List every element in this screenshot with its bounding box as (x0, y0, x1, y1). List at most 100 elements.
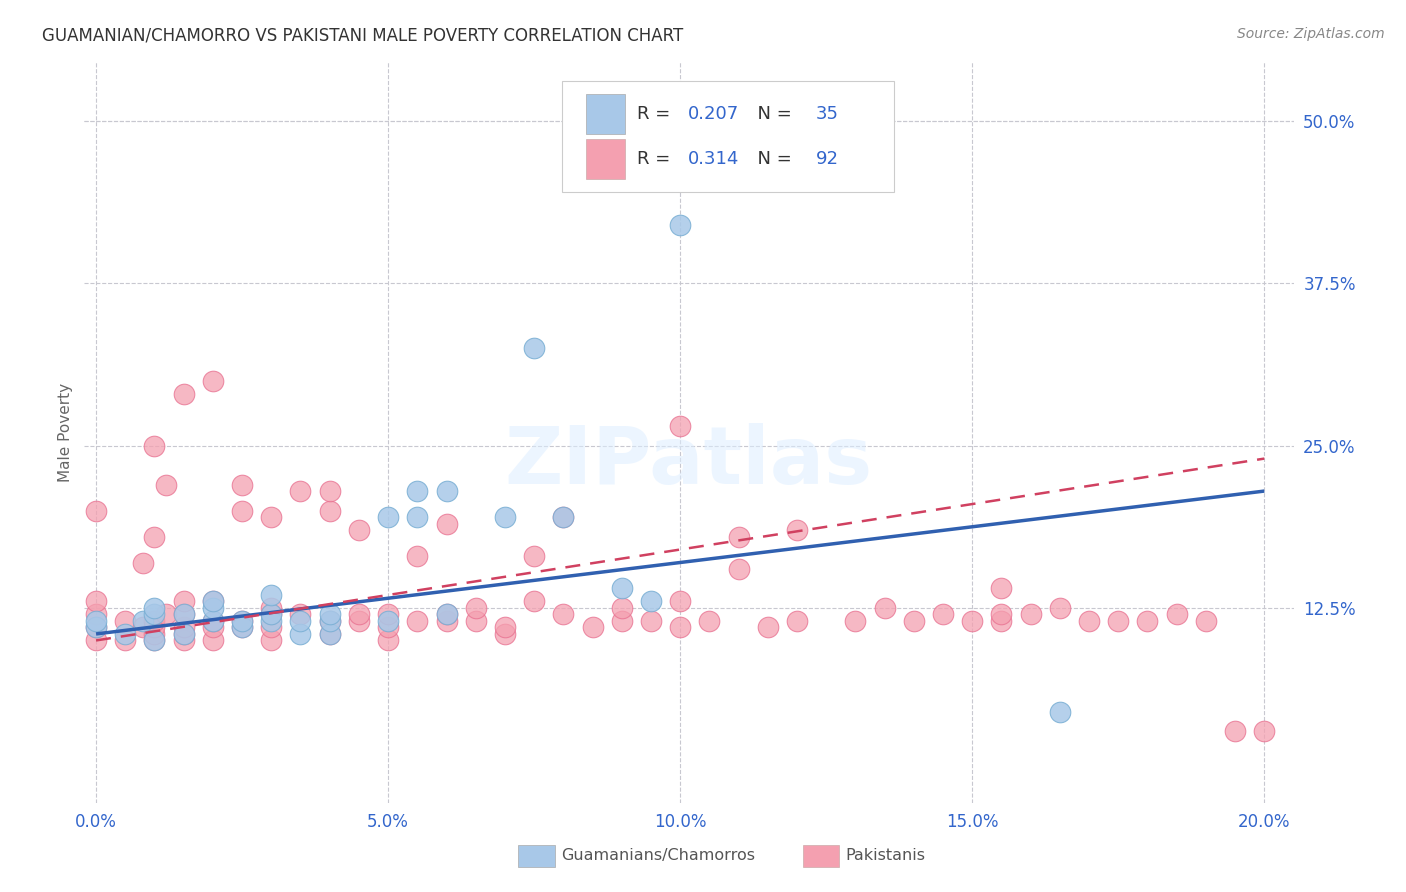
Point (669, 594, 692, 608)
Text: R =: R = (637, 150, 676, 168)
Point (290, 614, 312, 628)
Point (173, 633, 195, 648)
Point (260, 601, 283, 615)
Text: 0.314: 0.314 (688, 150, 740, 168)
Y-axis label: Male Poverty: Male Poverty (58, 383, 73, 483)
Point (318, 627, 340, 641)
Point (260, 607, 283, 622)
Point (610, 582, 633, 596)
Point (173, 607, 195, 622)
Point (903, 614, 925, 628)
Point (669, 419, 692, 434)
Point (844, 614, 866, 628)
Point (756, 620, 779, 634)
Point (173, 627, 195, 641)
Point (464, 601, 486, 615)
Point (727, 562, 749, 576)
Point (201, 620, 224, 634)
Point (523, 594, 546, 608)
Point (523, 341, 546, 355)
Point (464, 614, 486, 628)
Point (114, 627, 136, 641)
Point (1107, 614, 1129, 628)
Point (260, 607, 283, 622)
Point (377, 607, 399, 622)
Point (990, 607, 1012, 622)
Point (436, 484, 458, 499)
Point (143, 620, 166, 634)
Point (347, 614, 370, 628)
Point (553, 510, 575, 524)
Point (155, 607, 177, 622)
Point (84, 607, 107, 622)
Point (699, 614, 721, 628)
Point (231, 503, 253, 517)
Point (143, 601, 166, 615)
Point (143, 439, 166, 453)
Point (260, 633, 283, 648)
Point (494, 510, 516, 524)
Text: R =: R = (637, 105, 676, 123)
Point (640, 594, 662, 608)
Point (1049, 705, 1071, 719)
Point (1166, 607, 1188, 622)
Point (640, 614, 662, 628)
Point (1253, 724, 1275, 739)
Point (173, 594, 195, 608)
Point (84, 503, 107, 517)
Point (290, 627, 312, 641)
Point (494, 620, 516, 634)
Point (347, 523, 370, 537)
Point (143, 607, 166, 622)
Point (1078, 614, 1101, 628)
Point (231, 620, 253, 634)
FancyBboxPatch shape (519, 845, 555, 867)
Point (84, 614, 107, 628)
Point (173, 620, 195, 634)
Point (1136, 614, 1159, 628)
Point (84, 594, 107, 608)
Point (377, 510, 399, 524)
Point (231, 620, 253, 634)
Text: N =: N = (745, 105, 797, 123)
Point (523, 549, 546, 563)
Point (960, 614, 983, 628)
Point (201, 594, 224, 608)
Point (260, 588, 283, 602)
FancyBboxPatch shape (803, 845, 839, 867)
Point (318, 503, 340, 517)
Point (318, 614, 340, 628)
Point (1223, 724, 1246, 739)
Point (377, 633, 399, 648)
Point (436, 614, 458, 628)
Point (436, 516, 458, 531)
Point (436, 607, 458, 622)
Point (260, 614, 283, 628)
Text: Pakistanis: Pakistanis (845, 848, 925, 863)
Point (318, 484, 340, 499)
Point (932, 607, 955, 622)
Point (347, 607, 370, 622)
Point (377, 614, 399, 628)
FancyBboxPatch shape (562, 81, 894, 192)
Point (290, 607, 312, 622)
Point (318, 614, 340, 628)
Point (260, 510, 283, 524)
Point (143, 633, 166, 648)
Point (786, 614, 808, 628)
Point (143, 627, 166, 641)
Point (173, 627, 195, 641)
Point (201, 594, 224, 608)
Point (318, 607, 340, 622)
Point (201, 614, 224, 628)
Point (610, 601, 633, 615)
Text: GUAMANIAN/CHAMORRO VS PAKISTANI MALE POVERTY CORRELATION CHART: GUAMANIAN/CHAMORRO VS PAKISTANI MALE POV… (42, 27, 683, 45)
Point (84, 633, 107, 648)
Point (114, 633, 136, 648)
Text: Source: ZipAtlas.com: Source: ZipAtlas.com (1237, 27, 1385, 41)
Point (990, 614, 1012, 628)
Point (406, 614, 429, 628)
Point (669, 218, 692, 232)
Point (406, 510, 429, 524)
Point (132, 620, 155, 634)
